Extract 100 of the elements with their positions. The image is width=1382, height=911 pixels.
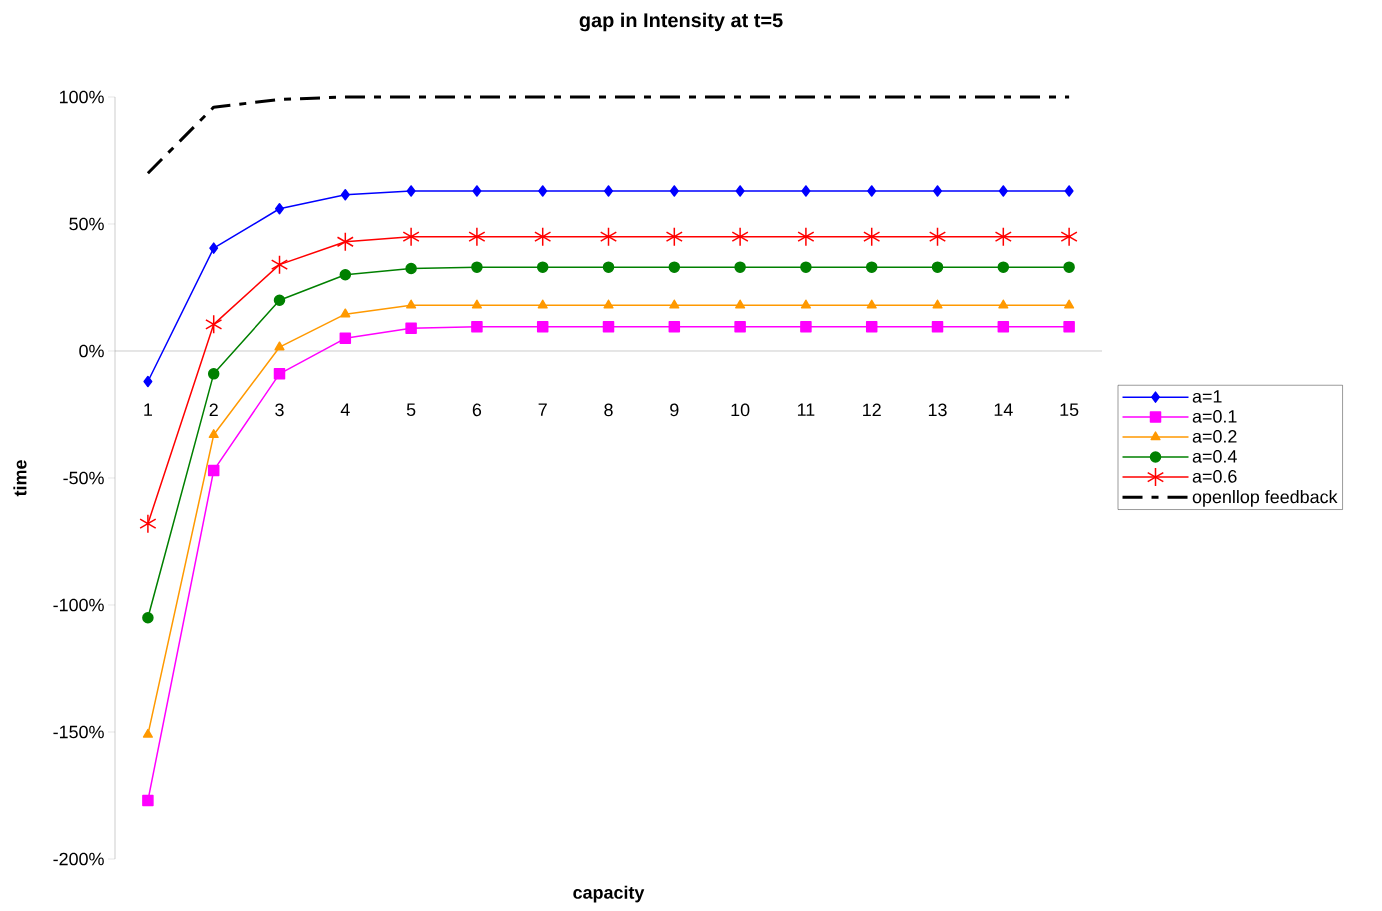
point — [602, 321, 615, 333]
point — [205, 314, 223, 335]
y-tick-label: -50% — [63, 471, 104, 485]
x-tick-label: 11 — [797, 403, 815, 416]
point — [1064, 299, 1075, 309]
point — [734, 321, 746, 333]
point — [143, 375, 153, 388]
point — [534, 226, 552, 247]
y-tick-label: 100% — [59, 90, 104, 104]
point — [731, 226, 749, 247]
legend-label: a=1 — [1192, 390, 1222, 403]
point — [669, 185, 679, 197]
legend-label: a=0.6 — [1192, 470, 1237, 483]
x-tick-label: 3 — [275, 403, 284, 417]
point — [797, 226, 815, 247]
point — [406, 185, 416, 197]
point — [867, 185, 877, 197]
point — [866, 299, 877, 309]
point — [735, 299, 746, 309]
point — [735, 185, 745, 197]
point — [402, 226, 420, 247]
point — [273, 294, 286, 306]
point — [142, 728, 153, 738]
point — [1063, 321, 1075, 333]
point — [209, 242, 219, 254]
x-tick-label: 13 — [928, 403, 947, 417]
x-tick-label: 12 — [863, 403, 881, 417]
point — [599, 226, 618, 247]
y-axis-title: time — [13, 460, 27, 497]
point — [998, 299, 1009, 309]
point — [207, 368, 220, 380]
point — [865, 321, 878, 333]
point — [536, 261, 549, 273]
y-tick-label: -100% — [53, 598, 104, 612]
x-tick-label: 6 — [472, 403, 482, 417]
x-tick-label: 4 — [340, 403, 350, 416]
point — [340, 308, 351, 318]
point — [932, 299, 943, 309]
point — [274, 341, 285, 351]
point — [207, 464, 220, 477]
x-tick-label: 1 — [144, 403, 153, 416]
point — [994, 226, 1012, 247]
point — [406, 299, 417, 309]
point — [471, 261, 483, 273]
point — [734, 261, 746, 273]
point — [997, 261, 1010, 273]
point — [468, 226, 486, 247]
x-tick-label: 14 — [994, 403, 1013, 416]
x-tick-label: 15 — [1060, 403, 1079, 417]
point — [603, 299, 614, 309]
point — [1064, 185, 1074, 197]
point — [1063, 261, 1075, 273]
point — [800, 299, 811, 309]
legend-label: a=0.1 — [1192, 410, 1237, 423]
x-tick-label: 5 — [406, 403, 416, 417]
y-tick-label: 0% — [79, 344, 104, 358]
chart-title: gap in Intensity at t=5 — [579, 12, 783, 32]
point — [142, 794, 154, 807]
x-tick-label: 8 — [604, 403, 613, 417]
point — [405, 322, 417, 334]
point — [669, 299, 680, 309]
point — [536, 321, 549, 333]
point — [537, 299, 548, 309]
point — [928, 226, 947, 247]
x-tick-label: 2 — [209, 403, 218, 417]
point — [800, 261, 812, 273]
x-tick-label: 10 — [731, 403, 750, 417]
point — [208, 429, 219, 439]
x-tick-label: 7 — [538, 403, 547, 416]
point — [931, 321, 944, 333]
x-tick-label: 9 — [670, 403, 679, 417]
point — [340, 189, 350, 201]
point — [602, 261, 615, 273]
point — [275, 203, 284, 215]
point — [142, 611, 154, 624]
point — [933, 185, 943, 197]
point — [800, 321, 812, 333]
legend-label: a=0.4 — [1192, 450, 1237, 463]
point — [604, 185, 614, 197]
point — [665, 226, 683, 247]
legend-label: openllop feedback — [1192, 490, 1338, 507]
point — [931, 261, 944, 273]
point — [336, 232, 354, 252]
y-tick-label: -150% — [53, 725, 104, 739]
y-tick-label: -200% — [53, 852, 104, 866]
point — [339, 269, 352, 281]
point — [1060, 226, 1078, 247]
point — [472, 185, 482, 197]
point — [270, 254, 289, 275]
point — [863, 226, 881, 247]
point — [668, 261, 681, 273]
point — [471, 321, 483, 333]
y-tick-label: 50% — [69, 217, 104, 231]
point — [273, 368, 286, 380]
point — [471, 299, 482, 309]
point — [538, 185, 548, 197]
point — [865, 261, 878, 273]
point — [339, 332, 352, 345]
point — [139, 513, 157, 534]
point — [998, 185, 1008, 197]
